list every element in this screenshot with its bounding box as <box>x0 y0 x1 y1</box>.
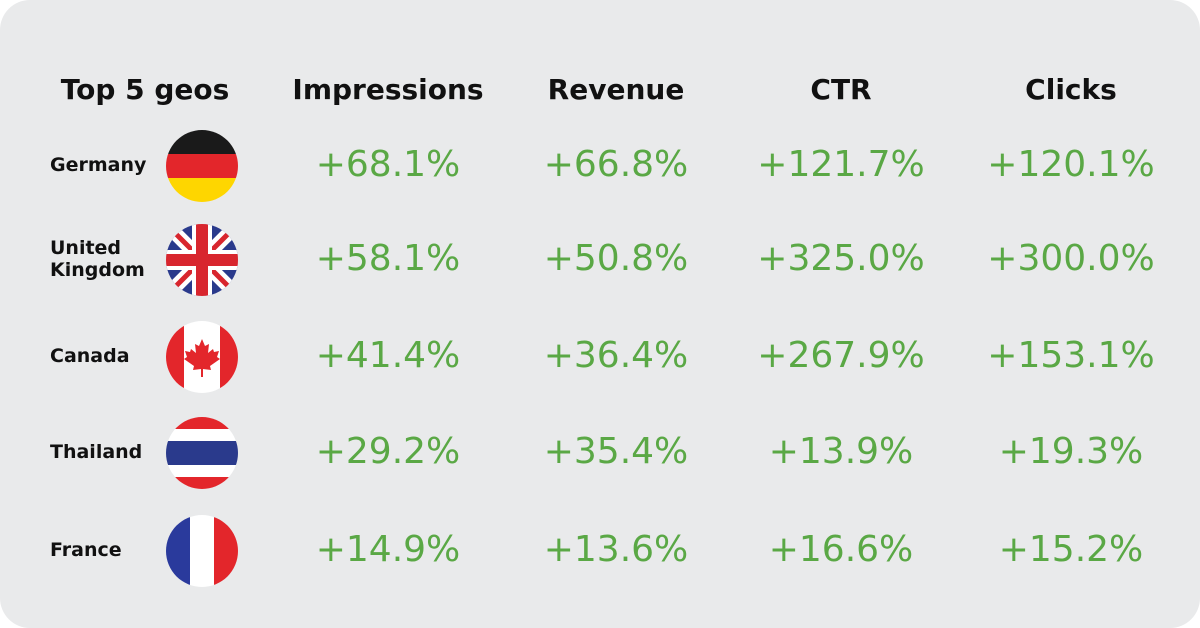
ctr-value: +13.9% <box>768 431 914 472</box>
header-top-geos: Top 5 geos <box>60 73 230 106</box>
revenue-value: +50.8% <box>543 238 689 279</box>
clicks-value: +153.1% <box>987 335 1155 376</box>
ctr-value: +121.7% <box>757 144 925 185</box>
impressions-value: +41.4% <box>315 335 461 376</box>
revenue-value: +66.8% <box>543 144 689 185</box>
header-impressions: Impressions <box>292 73 484 106</box>
header-revenue: Revenue <box>547 73 685 106</box>
table-row: United Kingdom +58.1% +50.8% +325.0% +30… <box>0 219 1200 299</box>
clicks-value: +300.0% <box>987 238 1155 279</box>
germany-flag-icon <box>166 130 238 202</box>
revenue-value: +13.6% <box>543 529 689 570</box>
ctr-value: +16.6% <box>768 529 914 570</box>
clicks-value: +15.2% <box>998 529 1144 570</box>
clicks-value: +120.1% <box>987 144 1155 185</box>
table-row: Canada +41.4% +36.4% +267.9% +153.1% <box>0 316 1200 396</box>
france-flag-icon <box>166 515 238 587</box>
country-name: United Kingdom <box>50 237 145 281</box>
ctr-value: +267.9% <box>757 335 925 376</box>
canada-flag-icon <box>166 321 238 393</box>
ctr-value: +325.0% <box>757 238 925 279</box>
table-row: Germany +68.1% +66.8% +121.7% +120.1% <box>0 125 1200 205</box>
revenue-value: +35.4% <box>543 431 689 472</box>
header-clicks: Clicks <box>1025 73 1117 106</box>
impressions-value: +58.1% <box>315 238 461 279</box>
clicks-value: +19.3% <box>998 431 1144 472</box>
country-name: France <box>50 539 122 561</box>
table-row: France +14.9% +13.6% +16.6% +15.2% <box>0 510 1200 590</box>
country-name: Canada <box>50 345 130 367</box>
thailand-flag-icon <box>166 417 238 489</box>
impressions-value: +29.2% <box>315 431 461 472</box>
table-row: Thailand +29.2% +35.4% +13.9% +19.3% <box>0 412 1200 492</box>
header-ctr: CTR <box>810 73 872 106</box>
impressions-value: +68.1% <box>315 144 461 185</box>
united-kingdom-flag-icon <box>166 224 238 296</box>
impressions-value: +14.9% <box>315 529 461 570</box>
revenue-value: +36.4% <box>543 335 689 376</box>
country-name: Germany <box>50 154 147 176</box>
country-name: Thailand <box>50 441 143 463</box>
